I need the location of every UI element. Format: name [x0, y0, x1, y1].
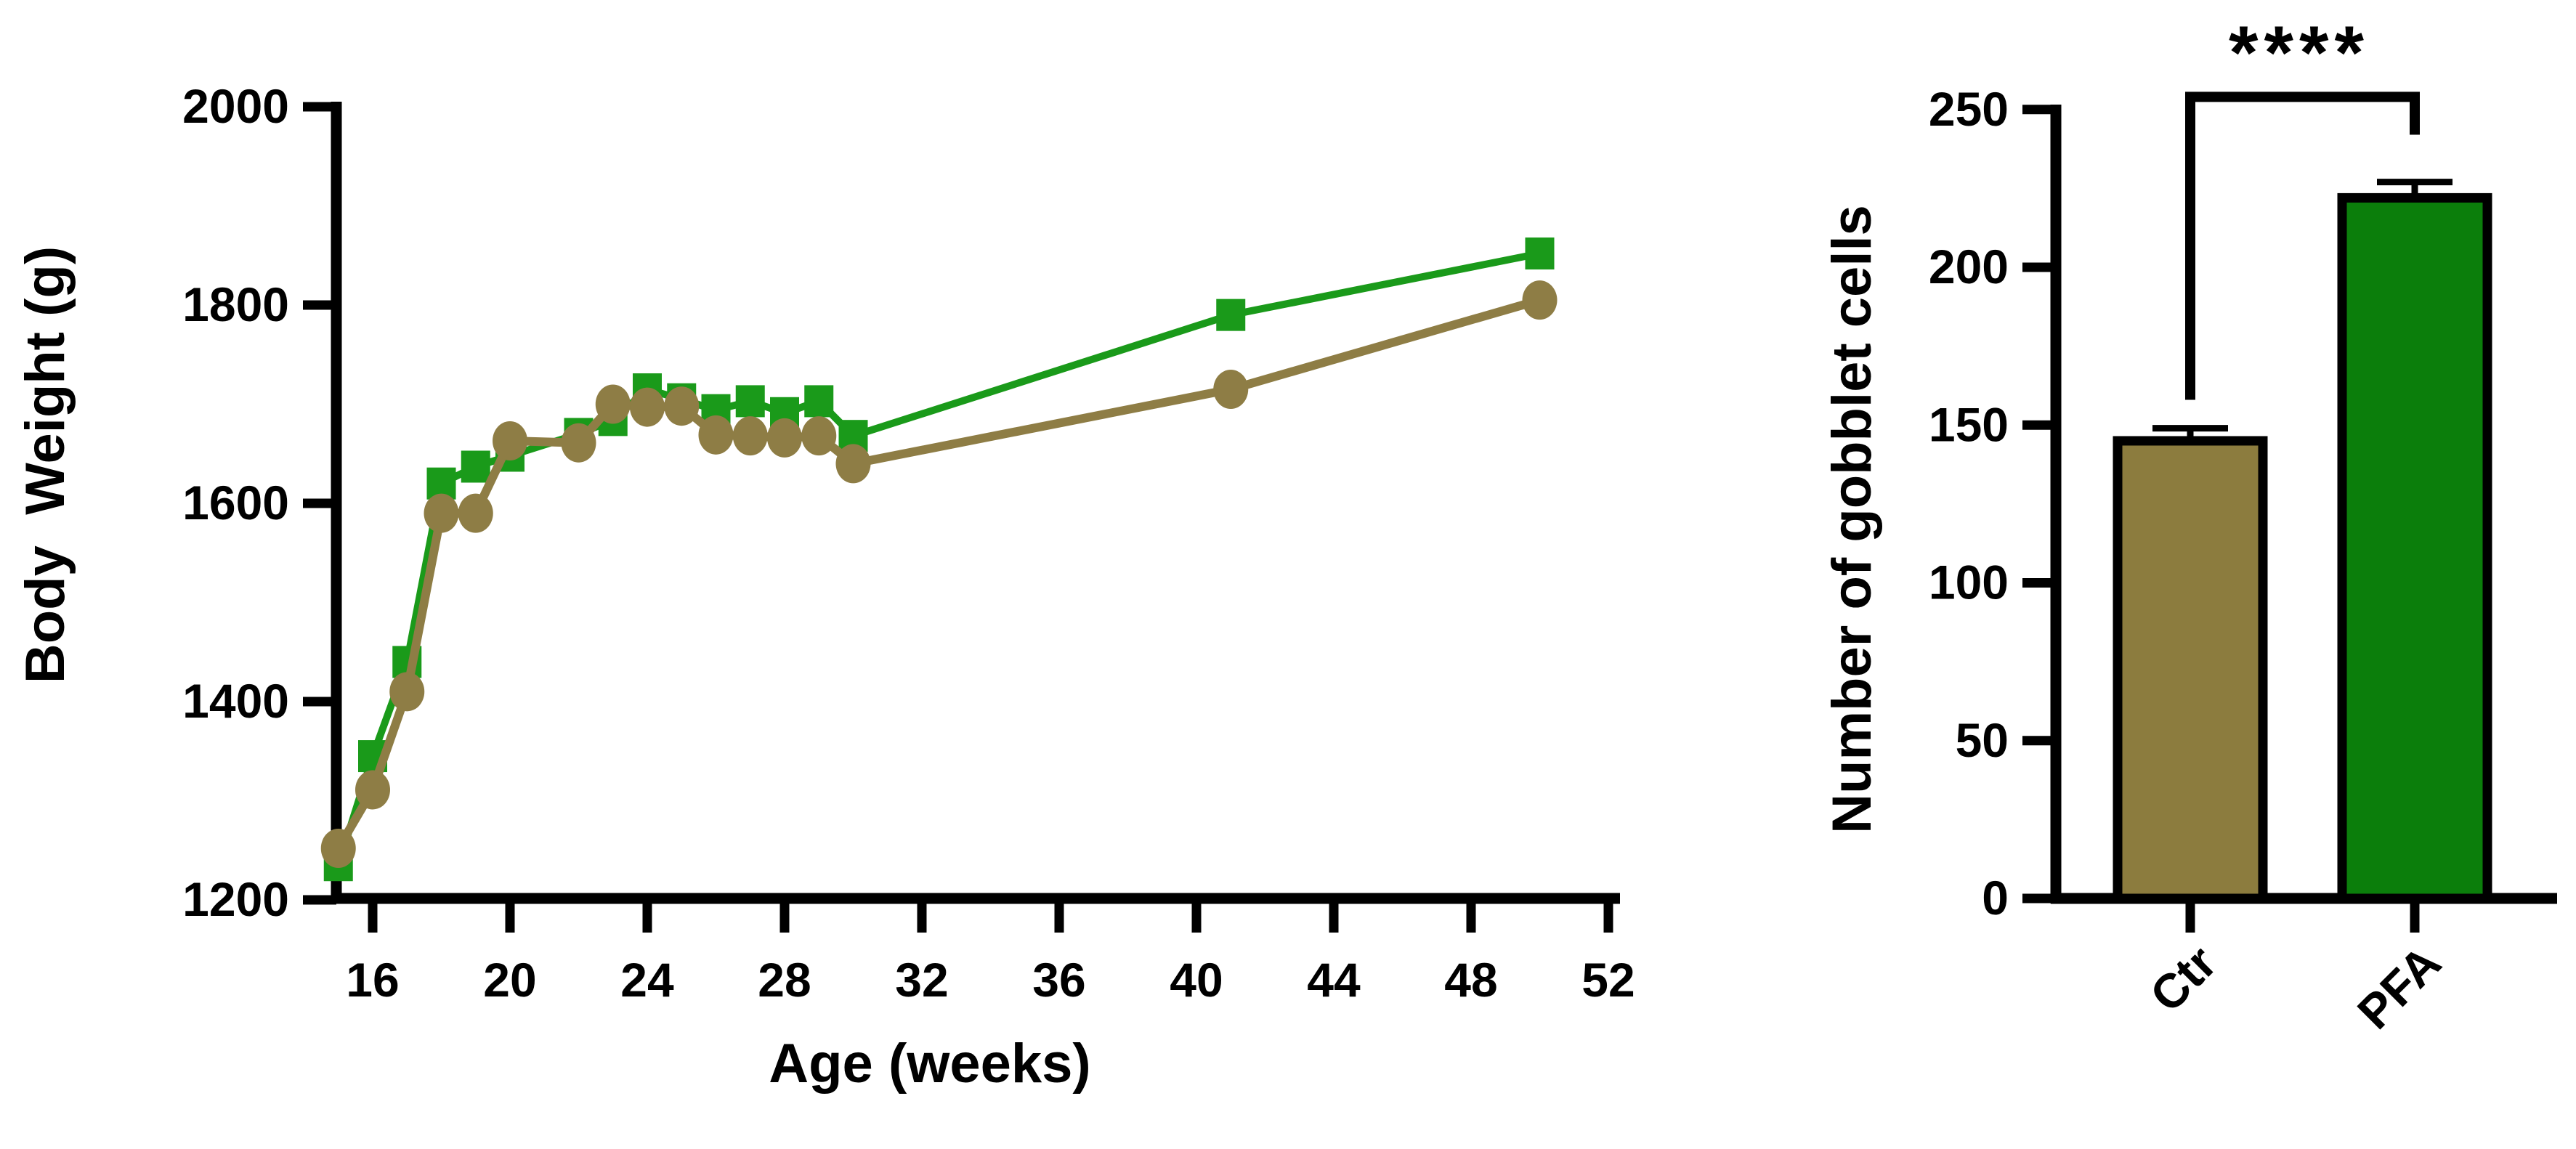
x-tick-label: 32	[895, 953, 948, 1007]
marker-circle-ctr	[493, 421, 527, 461]
y-tick-label: 2000	[182, 79, 289, 133]
line-chart-series	[320, 237, 1558, 882]
marker-circle-ctr	[1522, 280, 1558, 320]
x-tick-label: 52	[1581, 953, 1635, 1007]
marker-circle-ctr	[767, 418, 802, 458]
bar-chart-y-axis-title: Number of gobblet cells	[1821, 205, 1883, 834]
line-chart-x-axis-title: Age (weeks)	[769, 1033, 1091, 1095]
marker-circle-ctr	[801, 416, 837, 456]
line-chart-axes: 1200 1400 1600 1800 2000 16 20 24 28 32 36 40 44 48 52	[182, 79, 1635, 1007]
marker-circle-ctr	[389, 672, 425, 712]
marker-circle-ctr	[835, 444, 871, 484]
y-tick-label: 200	[1929, 240, 2009, 293]
significance-bracket	[2185, 92, 2420, 400]
x-tick-label: 16	[346, 953, 399, 1007]
marker-circle-ctr	[458, 493, 493, 533]
marker-circle-ctr	[698, 415, 734, 455]
marker-circle-ctr	[561, 423, 596, 463]
marker-circle-ctr	[732, 416, 768, 456]
series-line-ctr	[334, 296, 1542, 851]
y-tick-label: 1800	[182, 277, 289, 331]
x-tick-label: 28	[758, 953, 811, 1007]
y-tick-label: 1200	[182, 872, 289, 926]
category-label-pfa: PFA	[2347, 935, 2451, 1039]
x-tick-label: 48	[1444, 953, 1497, 1007]
marker-circle-ctr	[355, 770, 390, 810]
x-tick-label: 36	[1032, 953, 1085, 1007]
bar-chart: 0 50 100 150 200 250 Ctr PFA Number of gobblet …	[1821, 11, 2557, 1039]
x-tick-label: 20	[483, 953, 536, 1007]
line-chart: 1200 1400 1600 1800 2000 16 20 24 28 32 36 40 44 48 52…	[15, 79, 1635, 1095]
x-tick-label: 40	[1170, 953, 1223, 1007]
y-tick-label: 1400	[182, 674, 289, 728]
significance-stars: ****	[2229, 11, 2370, 95]
x-tick-label: 44	[1307, 953, 1361, 1007]
marker-square-pfa	[461, 450, 490, 483]
y-tick-label: 0	[1982, 871, 2009, 925]
y-tick-label: 150	[1929, 397, 2009, 451]
marker-circle-ctr	[1213, 370, 1249, 410]
category-label-ctr: Ctr	[2139, 935, 2227, 1023]
y-tick-label: 250	[1929, 82, 2009, 136]
bar-chart-bars	[2113, 179, 2492, 904]
x-tick-label: 24	[620, 953, 674, 1007]
marker-circle-ctr	[630, 387, 665, 427]
marker-circle-ctr	[595, 384, 631, 424]
bar-ctr	[2113, 436, 2268, 904]
y-tick-label: 50	[1956, 713, 2009, 767]
y-tick-label: 1600	[182, 476, 289, 529]
y-tick-label: 100	[1929, 556, 2009, 609]
line-chart-y-axis-title: Body Weight (g)	[15, 246, 76, 683]
marker-circle-ctr	[664, 386, 700, 426]
marker-circle-ctr	[320, 829, 356, 869]
marker-circle-ctr	[424, 493, 459, 533]
series-line-pfa	[334, 250, 1541, 866]
bar-pfa	[2337, 192, 2492, 904]
bracket-path	[2185, 92, 2420, 400]
marker-square-pfa	[1525, 237, 1555, 270]
marker-square-pfa	[1216, 299, 1246, 331]
marker-square-pfa	[735, 385, 765, 418]
marker-square-pfa	[804, 385, 834, 418]
